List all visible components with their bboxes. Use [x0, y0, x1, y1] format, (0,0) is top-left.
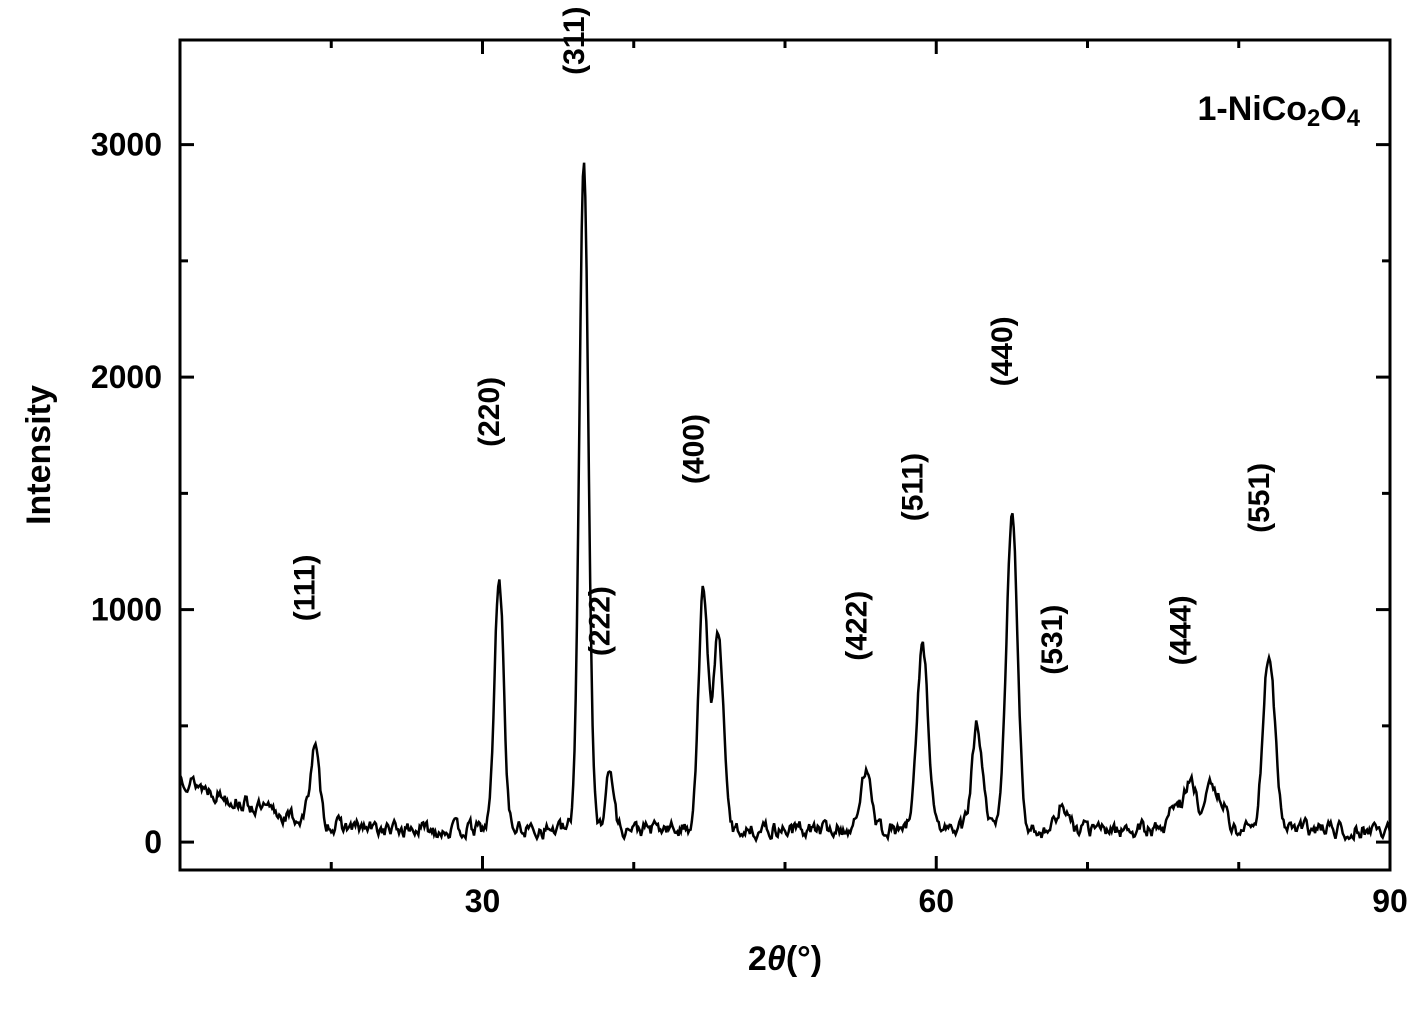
y-tick-label: 0: [144, 824, 162, 860]
peak-label: (400): [677, 414, 710, 484]
peak-label: (222): [584, 586, 617, 656]
peak-label: (444): [1164, 595, 1197, 665]
peak-label: (111): [289, 554, 322, 621]
peak-label: (551): [1243, 463, 1276, 533]
plot-frame: [180, 40, 1390, 870]
chart-svg: 30 60 90 0 1000 2000 3000 2θ(°) Intensity (111) (2…: [0, 0, 1422, 1032]
y-axis-label: Intensity: [20, 385, 58, 525]
y-tick-label: 1000: [91, 592, 162, 628]
xrd-chart: 30 60 90 0 1000 2000 3000 2θ(°) Intensity (111) (2…: [0, 0, 1422, 1032]
xrd-trace: [180, 163, 1390, 840]
x-tick-label: 30: [465, 883, 501, 919]
y-tick-label: 3000: [91, 127, 162, 163]
peak-label: (440): [986, 316, 1019, 386]
x-tick-label: 90: [1372, 883, 1408, 919]
y-tick-label: 2000: [91, 359, 162, 395]
peak-label: (422): [841, 591, 874, 661]
peak-label: (511): [897, 453, 930, 521]
x-tick-label: 60: [918, 883, 954, 919]
sample-label: 1-NiCo2O4: [1197, 90, 1360, 132]
peak-label: (311): [558, 6, 591, 74]
peak-label: (220): [473, 377, 506, 447]
x-axis-label: 2θ(°): [748, 940, 822, 978]
peak-label: (531): [1036, 605, 1069, 675]
